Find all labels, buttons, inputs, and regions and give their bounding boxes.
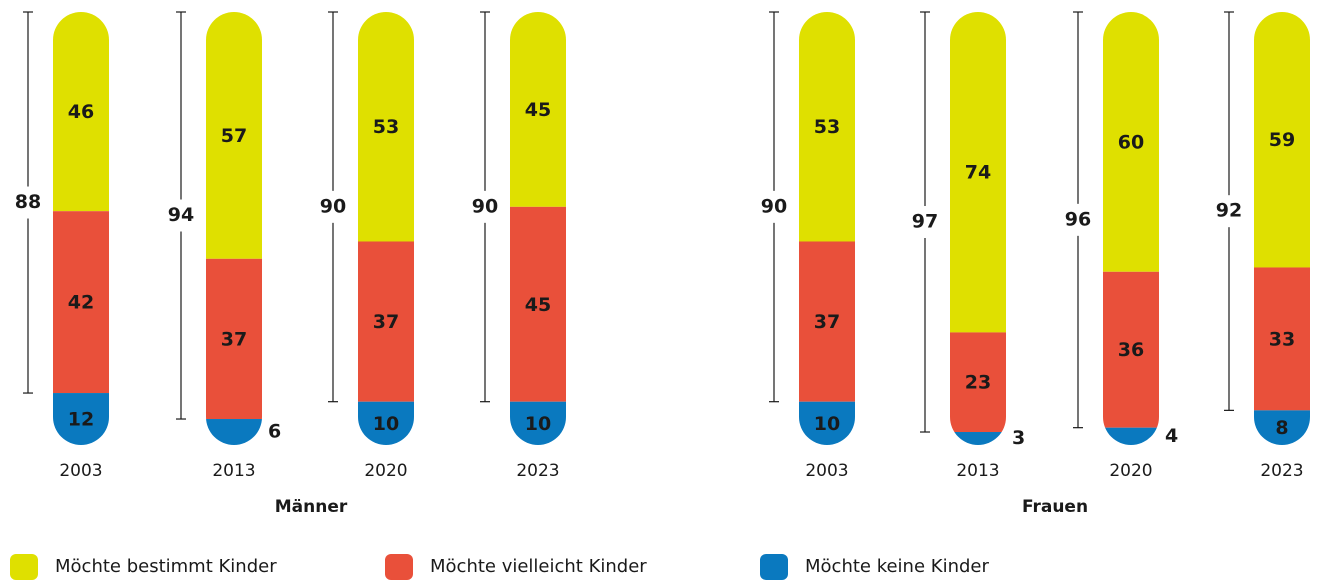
value-label: 8: [1275, 417, 1288, 439]
value-label: 42: [68, 292, 94, 314]
value-label: 37: [373, 311, 399, 333]
x-tick-label: 2020: [364, 461, 407, 481]
x-tick-label: 2023: [1260, 461, 1303, 481]
legend-label: Möchte vielleicht Kinder: [430, 556, 647, 577]
x-tick-label: 2013: [956, 461, 999, 481]
total-label-bg: [752, 190, 796, 223]
total-label: 90: [761, 195, 787, 217]
total-label-bg: [159, 199, 203, 232]
value-label: 12: [68, 409, 94, 431]
bar-segment: [358, 241, 414, 402]
bar-segment: [206, 419, 262, 445]
value-label: 10: [373, 413, 399, 435]
value-label: 6: [268, 421, 281, 443]
value-label: 23: [965, 372, 991, 394]
value-label: 53: [814, 116, 840, 138]
bar-segment: [510, 206, 566, 402]
total-label-bg: [1056, 203, 1100, 236]
total-label-bg: [463, 190, 507, 223]
value-label: 33: [1269, 328, 1295, 350]
value-label: 60: [1118, 131, 1144, 153]
total-label: 90: [472, 195, 498, 217]
bar-segment: [799, 12, 855, 242]
bar-segment: [358, 12, 414, 242]
value-label: 59: [1269, 129, 1295, 151]
bar-segment: [950, 332, 1006, 433]
x-tick-label: 2013: [212, 461, 255, 481]
legend-label: Möchte keine Kinder: [805, 556, 989, 577]
bar-segment: [799, 241, 855, 402]
bar-segment: [799, 401, 855, 445]
bar-segment: [950, 12, 1006, 333]
value-label: 53: [373, 116, 399, 138]
value-label: 10: [814, 413, 840, 435]
x-tick-label: 2003: [805, 461, 848, 481]
value-label: 45: [525, 294, 551, 316]
total-label: 94: [168, 204, 194, 226]
value-label: 37: [814, 311, 840, 333]
bar-segment: [1103, 271, 1159, 428]
legend-swatch: [10, 554, 38, 580]
value-label: 3: [1012, 427, 1025, 449]
total-label: 88: [15, 191, 41, 213]
legend-swatch: [760, 554, 788, 580]
total-label-bg: [1207, 195, 1251, 228]
value-label: 4: [1165, 425, 1178, 447]
bar-segment: [1103, 12, 1159, 272]
bar-segment: [950, 432, 1006, 445]
total-label: 90: [320, 195, 346, 217]
total-label: 97: [912, 211, 938, 233]
group-label: Männer: [275, 497, 348, 517]
value-label: 37: [221, 328, 247, 350]
x-tick-label: 2023: [516, 461, 559, 481]
total-label: 92: [1216, 200, 1242, 222]
total-label-bg: [6, 186, 50, 219]
bar-segment: [510, 12, 566, 207]
bar-segment: [53, 211, 109, 394]
bar-segment: [206, 258, 262, 420]
bar-segment: [358, 401, 414, 445]
total-label: 96: [1065, 208, 1091, 230]
bar-segment: [1254, 267, 1310, 411]
total-label-bg: [903, 206, 947, 239]
value-label: 36: [1118, 339, 1144, 361]
value-label: 57: [221, 125, 247, 147]
bar-segment: [1103, 427, 1159, 445]
bar-segment: [1254, 12, 1310, 268]
x-tick-label: 2020: [1109, 461, 1152, 481]
legend-label: Möchte bestimmt Kinder: [55, 556, 277, 577]
group-label: Frauen: [1022, 497, 1088, 517]
bar-segment: [510, 401, 566, 445]
bar-segment: [53, 393, 109, 445]
bar-segment: [53, 12, 109, 212]
x-tick-label: 2003: [59, 461, 102, 481]
value-label: 46: [68, 101, 94, 123]
legend-swatch: [385, 554, 413, 580]
value-label: 45: [525, 99, 551, 121]
value-label: 74: [965, 162, 991, 184]
value-label: 10: [525, 413, 551, 435]
total-label-bg: [311, 190, 355, 223]
bar-segment: [206, 12, 262, 259]
